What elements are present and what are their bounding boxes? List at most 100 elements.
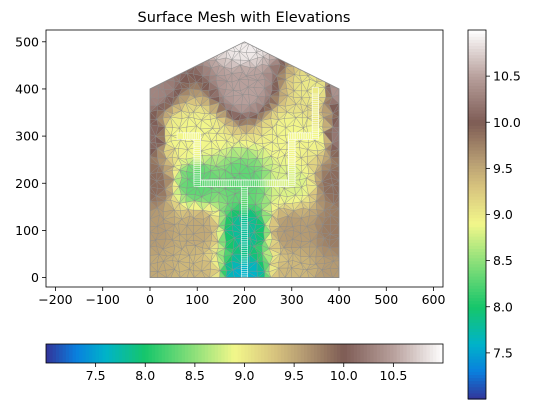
colorbar-swatch xyxy=(468,229,486,234)
mesh-triangle xyxy=(329,64,339,76)
colorbar-swatch xyxy=(141,344,146,363)
mesh-triangle xyxy=(231,41,240,44)
colorbar-swatch xyxy=(247,344,252,363)
mesh-triangle xyxy=(163,66,173,77)
colorbar-swatch xyxy=(396,344,401,363)
colorbar-swatch xyxy=(468,303,486,308)
colorbar-swatch xyxy=(468,245,486,249)
colorbar-swatch xyxy=(468,94,486,99)
colorbar-swatch xyxy=(62,344,67,363)
colorbar-swatch xyxy=(468,312,486,317)
x-tick-label: −200 xyxy=(38,292,72,307)
colorbar-swatch xyxy=(468,202,486,206)
mesh-triangle xyxy=(156,41,166,44)
y-tick-label: 0 xyxy=(31,270,39,285)
colorbar-swatch xyxy=(46,344,50,363)
mesh-triangle xyxy=(308,49,316,58)
colorbar-swatch xyxy=(132,344,136,363)
colorbar-swatch xyxy=(343,344,348,363)
mesh-triangle xyxy=(291,48,303,61)
colorbar-swatch xyxy=(468,254,486,259)
colorbar-swatch xyxy=(95,344,100,363)
mesh-triangle xyxy=(325,44,332,53)
mesh-triangle xyxy=(323,63,331,74)
mesh-triangle xyxy=(292,41,302,47)
colorbar-swatch xyxy=(468,79,486,83)
colorbar-swatch xyxy=(337,344,342,363)
colorbar-tick-label: 10.5 xyxy=(493,69,521,84)
mesh-triangle xyxy=(180,50,188,61)
colorbar-swatch xyxy=(188,344,193,363)
colorbar-swatch xyxy=(468,392,486,397)
colorbar-swatch xyxy=(403,344,408,363)
colorbar-swatch xyxy=(72,344,77,363)
mesh-triangle xyxy=(276,41,289,46)
chart-title: Surface Mesh with Elevations xyxy=(138,10,351,26)
mesh-triangle xyxy=(299,56,310,68)
colorbar-swatch xyxy=(241,344,246,363)
vertical-colorbar: 7.5 8.0 8.5 9.0 9.5 10.0 10.5 xyxy=(467,29,521,400)
colorbar-swatch xyxy=(85,344,90,363)
colorbar-swatch xyxy=(370,344,375,363)
colorbar-tick-label: 8.0 xyxy=(135,368,155,383)
colorbar-swatch xyxy=(194,344,199,363)
mesh-triangle xyxy=(197,41,204,43)
colorbar-swatch xyxy=(468,374,486,379)
colorbar-swatch xyxy=(214,344,219,363)
mesh-triangle xyxy=(283,41,294,54)
colorbar-swatch xyxy=(468,73,486,77)
colorbar-swatch xyxy=(333,344,338,363)
colorbar-swatch xyxy=(218,344,222,363)
colorbar-swatch xyxy=(468,165,486,169)
colorbar-swatch xyxy=(468,285,486,289)
colorbar-swatch xyxy=(468,177,486,182)
mesh-triangle xyxy=(177,59,188,68)
mesh-triangle xyxy=(165,41,172,45)
colorbar-swatch xyxy=(419,344,424,363)
colorbar-swatch xyxy=(468,337,486,342)
mesh-triangle xyxy=(150,53,158,59)
colorbar-swatch xyxy=(254,344,259,363)
mesh-triangle xyxy=(293,41,303,50)
colorbar-swatch xyxy=(468,91,486,96)
mesh-triangle xyxy=(194,49,205,58)
colorbar-swatch xyxy=(436,344,441,363)
colorbar-swatch xyxy=(468,340,486,345)
x-tick-label: 200 xyxy=(233,292,257,307)
y-tick-label: 200 xyxy=(15,176,39,191)
mesh-triangle xyxy=(314,43,326,54)
colorbar-swatch xyxy=(468,359,486,363)
mesh-triangle xyxy=(325,56,333,65)
mesh-triangle xyxy=(170,66,179,73)
colorbar-swatch xyxy=(468,168,486,173)
colorbar-swatch xyxy=(300,344,305,363)
mesh-triangle xyxy=(196,41,204,46)
colorbar-swatch xyxy=(181,344,186,363)
mesh-triangle xyxy=(269,42,278,53)
colorbar-swatch xyxy=(468,248,486,252)
colorbar-swatch xyxy=(287,344,292,363)
mesh-triangle xyxy=(231,41,243,44)
mesh-triangle xyxy=(171,56,182,68)
mesh-triangle xyxy=(301,41,310,50)
colorbar-swatch xyxy=(165,344,170,363)
y-axis: 0 100 200 300 400 500 xyxy=(15,34,46,285)
colorbar-swatch xyxy=(284,344,289,363)
mesh-triangle xyxy=(332,41,339,43)
horizontal-colorbar: 7.5 8.0 8.5 9.0 9.5 10.0 10.5 xyxy=(45,343,444,383)
colorbar-swatch xyxy=(89,344,93,363)
mesh-triangle xyxy=(203,50,209,61)
colorbar-swatch xyxy=(468,54,486,59)
colorbar-swatch xyxy=(468,137,486,142)
colorbar-swatch xyxy=(468,109,486,114)
colorbar-swatch xyxy=(468,282,486,286)
colorbar-swatch xyxy=(264,344,269,363)
mesh-triangle xyxy=(150,43,158,55)
colorbar-swatch xyxy=(468,183,486,188)
colorbar-swatch xyxy=(468,355,486,360)
colorbar-swatch xyxy=(468,251,486,256)
colorbar-swatch xyxy=(468,217,486,222)
mesh-triangle xyxy=(164,43,174,54)
mesh-triangle xyxy=(263,42,274,53)
colorbar-swatch xyxy=(468,395,486,400)
